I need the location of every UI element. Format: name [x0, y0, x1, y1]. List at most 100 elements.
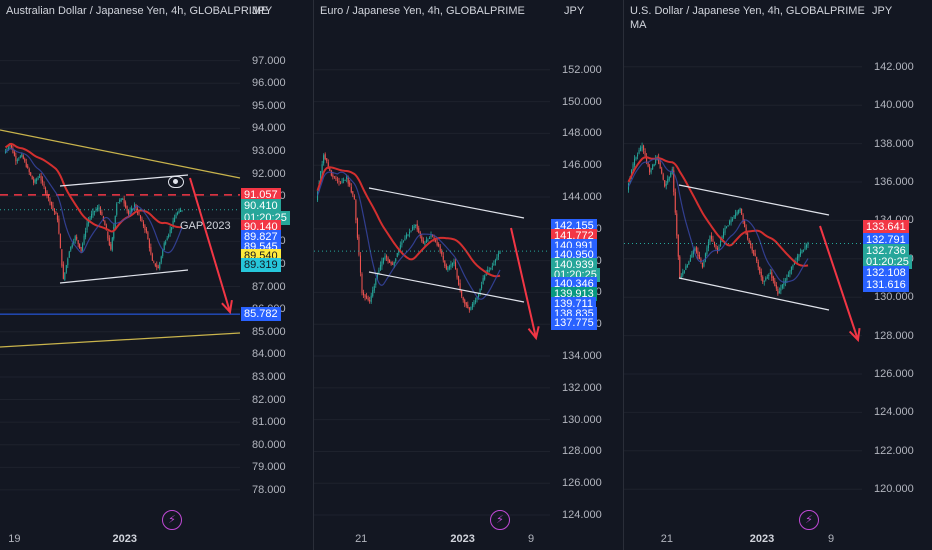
panel-divider[interactable] [313, 0, 314, 550]
candle [698, 254, 700, 260]
candle [424, 242, 426, 245]
moving-average-slow[interactable] [627, 156, 809, 267]
moving-average-slow[interactable] [4, 142, 183, 233]
candle [448, 266, 450, 269]
candle [358, 237, 360, 255]
candle [95, 209, 97, 211]
candle [745, 227, 747, 234]
trend-line[interactable] [0, 129, 241, 179]
candle [362, 292, 365, 296]
channel-line[interactable] [678, 277, 830, 311]
x-tick-label: 9 [528, 533, 535, 545]
candle [662, 174, 664, 180]
forecast-arrow[interactable] [819, 225, 859, 341]
audjpy-chart-panel[interactable]: Australian Dollar / Japanese Yen, 4h, GL… [0, 0, 313, 550]
candle [349, 182, 351, 186]
candle [682, 272, 684, 276]
candle [42, 179, 44, 183]
candle [677, 234, 679, 257]
annotation-label[interactable]: GAP 2023 [180, 219, 231, 232]
candle [90, 214, 93, 218]
candle [718, 246, 720, 252]
moving-average-fast[interactable] [5, 148, 183, 254]
candle [760, 271, 762, 278]
candle [425, 239, 427, 243]
candle [135, 205, 137, 210]
candle [783, 281, 785, 286]
channel-line[interactable] [59, 174, 189, 187]
candle [674, 191, 676, 213]
moving-average-fast[interactable] [627, 157, 809, 283]
candle [447, 267, 449, 271]
moving-average-slow[interactable] [316, 166, 501, 278]
channel-line[interactable] [368, 271, 525, 303]
candle [765, 277, 767, 280]
candle [393, 261, 395, 266]
channel-line[interactable] [59, 269, 189, 284]
trend-line[interactable] [0, 332, 241, 348]
candle [128, 210, 130, 215]
currency-label: JPY [252, 5, 273, 17]
candle [484, 275, 486, 280]
panel-divider[interactable] [623, 0, 624, 550]
candle [729, 221, 731, 225]
eye-icon[interactable] [168, 176, 184, 188]
candle [175, 214, 177, 219]
candle [465, 302, 467, 306]
candle [323, 155, 325, 164]
candle [65, 265, 67, 273]
lightning-icon[interactable]: ⚡ [162, 510, 182, 530]
forecast-arrow-head[interactable] [527, 326, 540, 341]
candle [747, 233, 749, 239]
candle [750, 243, 752, 246]
x-tick-label: 2023 [450, 533, 475, 545]
candle [67, 258, 69, 266]
candle [385, 255, 388, 258]
channel-line[interactable] [678, 184, 830, 216]
candle [647, 161, 649, 167]
candle [692, 249, 694, 255]
y-tick-label: 132.000 [562, 381, 602, 394]
candle [129, 210, 131, 215]
forecast-arrow[interactable] [189, 177, 231, 313]
candle [412, 227, 414, 230]
y-tick-label: 81.000 [252, 416, 286, 429]
candle [101, 211, 103, 216]
candle [408, 231, 411, 234]
candle [96, 207, 98, 210]
candle [689, 258, 691, 262]
candle [168, 234, 170, 237]
forecast-arrow[interactable] [510, 227, 537, 339]
forecast-arrow-head[interactable] [221, 299, 233, 315]
candle [329, 166, 331, 171]
usdjpy-chart-panel[interactable]: U.S. Dollar / Japanese Yen, 4h, GLOBALPR… [624, 0, 932, 550]
channel-line[interactable] [368, 187, 525, 219]
moving-average-fast[interactable] [316, 171, 501, 300]
candle [433, 237, 435, 239]
candle [76, 236, 78, 240]
candle [726, 227, 728, 229]
audjpy-chart-canvas[interactable] [0, 0, 313, 550]
candle [792, 264, 794, 268]
x-tick-label: 19 [8, 533, 21, 545]
candle [458, 276, 460, 285]
forecast-arrow-head[interactable] [848, 327, 861, 343]
candle [772, 276, 774, 281]
lightning-icon[interactable]: ⚡ [799, 510, 819, 530]
candle [86, 223, 88, 231]
candle [716, 248, 719, 252]
ma-indicator-label[interactable]: MA [630, 19, 647, 31]
y-tick-label: 79.000 [252, 461, 286, 474]
candle [33, 179, 35, 183]
y-tick-label: 87.000 [252, 280, 286, 293]
usdjpy-chart-canvas[interactable] [624, 0, 932, 550]
eurjpy-chart-canvas[interactable] [314, 0, 623, 550]
candle [389, 259, 391, 263]
candle [741, 208, 743, 215]
eurjpy-chart-panel[interactable]: Euro / Japanese Yen, 4h, GLOBALPRIME JPY… [314, 0, 623, 550]
lightning-icon[interactable]: ⚡ [490, 510, 510, 530]
candle [679, 256, 681, 278]
price-label: 01:20:25 [863, 254, 912, 269]
candle [748, 239, 750, 243]
candle [181, 210, 183, 212]
